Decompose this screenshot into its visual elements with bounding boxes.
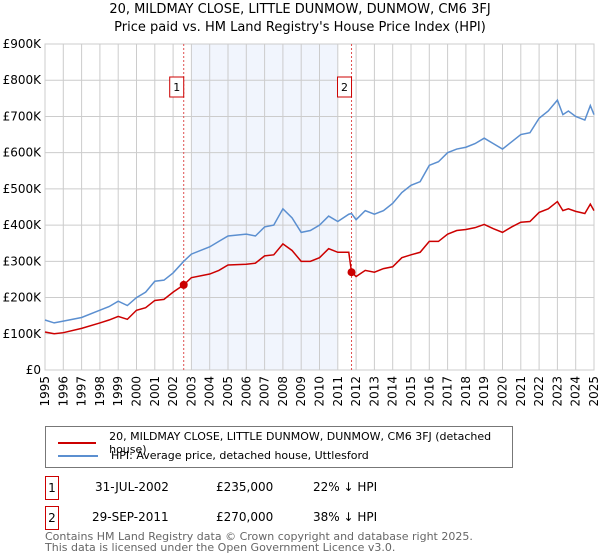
x-tick-label: 2016 [422, 376, 436, 407]
x-tick-label: 2025 [587, 376, 600, 407]
x-tick-label: 2015 [404, 376, 418, 407]
x-tick-label: 1998 [93, 376, 107, 407]
annotation-label: 1 [173, 81, 180, 94]
transaction-price: £235,000 [216, 480, 274, 494]
x-tick-label: 2008 [276, 376, 290, 407]
x-tick-label: 2003 [184, 376, 198, 407]
x-tick-label: 1999 [111, 376, 125, 407]
chart-subtitle: Price paid vs. HM Land Registry's House … [114, 20, 486, 35]
y-tick-label: £100K [3, 327, 43, 341]
transaction-price: £270,000 [216, 510, 274, 524]
legend-red-line [58, 442, 97, 444]
x-tick-label: 1995 [38, 376, 52, 407]
annotation-box [337, 76, 353, 98]
x-tick-label: 2011 [331, 376, 345, 407]
x-tick-label: 1996 [56, 376, 70, 407]
x-tick-label: 2005 [221, 376, 235, 407]
x-tick-label: 2010 [313, 376, 327, 407]
legend: 20, MILDMAY CLOSE, LITTLE DUNMOW, DUNMOW… [45, 426, 513, 468]
y-tick-label: £0 [26, 363, 41, 377]
x-tick-label: 2020 [496, 376, 510, 407]
x-tick-label: 2014 [386, 376, 400, 407]
y-tick-label: £700K [3, 109, 43, 123]
chart-title: 20, MILDMAY CLOSE, LITTLE DUNMOW, DUNMOW… [109, 2, 491, 17]
x-tick-label: 2018 [459, 376, 473, 407]
y-tick-label: £400K [3, 218, 43, 232]
x-tick-label: 1997 [75, 376, 89, 407]
y-tick-label: £500K [3, 182, 43, 196]
sale-point [347, 268, 356, 277]
x-tick-label: 2023 [550, 376, 564, 407]
transaction-hpi: 38% ↓ HPI [313, 510, 378, 524]
plot-border [44, 43, 595, 371]
x-tick-label: 2001 [148, 376, 162, 407]
x-tick-label: 2024 [569, 376, 583, 407]
footer-licence: This data is licensed under the Open Gov… [45, 541, 396, 554]
sale-point [179, 280, 188, 289]
legend-blue-line [58, 454, 98, 457]
footer-copyright: Contains HM Land Registry data © Crown c… [45, 530, 473, 543]
hpi-line [44, 98, 595, 324]
transaction-hpi: 22% ↓ HPI [313, 480, 378, 494]
price-chart: £0 £100K £200K £300K £400K £500K £600K £700K £80… [3, 37, 600, 407]
x-tick-label: 2006 [239, 376, 253, 407]
x-tick-label: 2004 [203, 376, 217, 407]
x-tick-label: 2017 [441, 376, 455, 407]
x-tick-label: 2000 [130, 376, 144, 407]
y-tick-label: £300K [3, 254, 43, 268]
property-price-line [44, 200, 595, 335]
annotation-box [169, 76, 185, 98]
transaction-date: 31-JUL-2002 [95, 480, 169, 494]
x-tick-label: 2009 [294, 376, 308, 407]
legend-hpi: HPI: Average price, detached house, Uttl… [111, 449, 369, 462]
x-tick-label: 2007 [258, 376, 272, 407]
annotation-label: 2 [341, 81, 348, 94]
x-tick-label: 2013 [367, 376, 381, 407]
y-tick-label: £600K [3, 146, 43, 160]
y-tick-label: £900K [3, 37, 43, 51]
x-tick-label: 2022 [532, 376, 546, 407]
transaction-marker: 2 [45, 506, 59, 530]
legend-property: 20, MILDMAY CLOSE, LITTLE DUNMOW, DUNMOW… [109, 430, 492, 456]
transaction-date: 29-SEP-2011 [92, 510, 169, 524]
x-tick-label: 2012 [349, 376, 363, 407]
x-tick-label: 2002 [166, 376, 180, 407]
transaction-marker: 1 [45, 476, 59, 500]
x-tick-label: 2021 [514, 376, 528, 407]
y-tick-label: £800K [3, 73, 43, 87]
x-tick-label: 2019 [477, 376, 491, 407]
y-tick-label: £200K [3, 291, 43, 305]
